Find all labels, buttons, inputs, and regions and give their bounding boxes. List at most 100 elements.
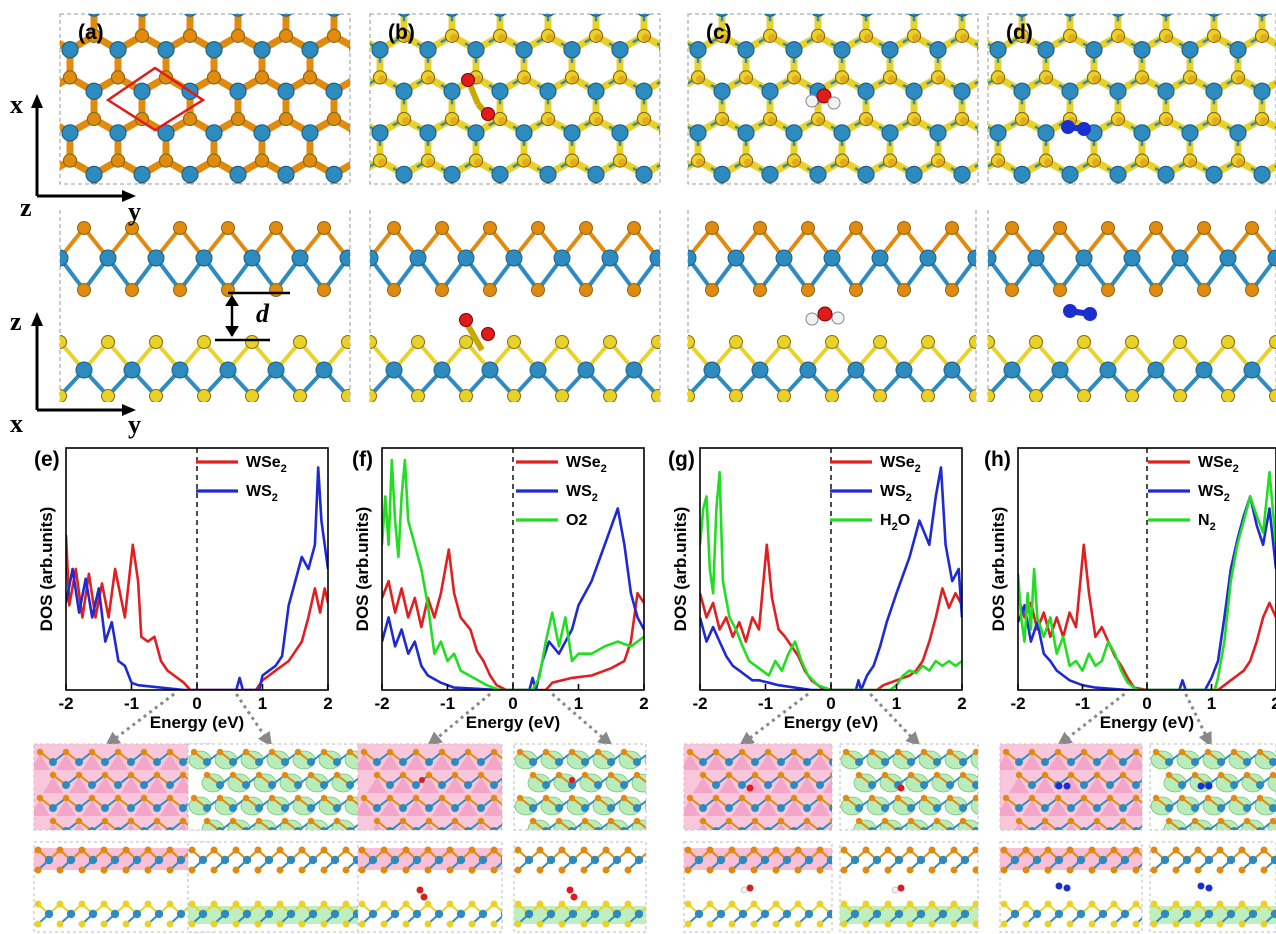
tungsten-atom: [395, 82, 413, 100]
selenium-atom: [764, 748, 772, 756]
tungsten-atom: [66, 855, 76, 865]
sulfur-atom: [350, 112, 363, 125]
bond: [650, 904, 661, 914]
tungsten-atom: [516, 208, 532, 224]
tungsten-atom: [153, 804, 161, 812]
selenium-atom: [292, 284, 305, 297]
selenium-atom: [63, 153, 77, 168]
tungsten-atom: [38, 83, 54, 99]
sulfur-atom: [1052, 196, 1065, 209]
selenium-atom: [868, 794, 876, 802]
tungsten-atom: [657, 910, 665, 918]
bond-hexagon: [938, 202, 986, 257]
isosurface-lobe: [432, 754, 452, 770]
isosurface-lobe: [810, 800, 830, 816]
tungsten-atom: [386, 827, 394, 830]
selenium-atom: [78, 846, 86, 854]
selenium-atom: [642, 200, 650, 208]
selenium-atom: [352, 71, 365, 84]
selenium-atom: [714, 159, 722, 167]
selenium-atom: [816, 748, 824, 756]
sulfur-atom: [634, 390, 647, 403]
tungsten-atom: [445, 14, 459, 17]
sulfur-atom: [758, 0, 771, 1]
bond-hexagon: [0, 0, 46, 50]
x-tick-label: -1: [440, 694, 455, 713]
bond-hexagon: [998, 0, 1046, 8]
bond-hexagon: [650, 202, 698, 257]
bond-hexagon: [380, 202, 428, 257]
tungsten-atom: [1205, 82, 1223, 100]
sulfur-atom: [662, 0, 675, 1]
tungsten-atom: [490, 827, 498, 830]
sulfur-atom: [1064, 196, 1077, 209]
isosurface-lobe: [147, 777, 167, 793]
selenium-atom: [144, 846, 152, 854]
selenium-atom: [868, 748, 876, 756]
selenium-atom: [451, 771, 459, 779]
sulfur-atom: [647, 901, 654, 908]
tungsten-atom: [1086, 208, 1102, 224]
tungsten-atom: [286, 909, 296, 919]
selenium-atom: [232, 866, 240, 874]
tungsten-atom: [1229, 41, 1247, 59]
tungsten-atom: [503, 804, 511, 812]
selenium-atom: [750, 866, 758, 874]
bond-hexagon: [524, 0, 572, 8]
bond-hexagon: [988, 159, 1024, 184]
sulfur-atom: [1232, 0, 1245, 1]
tungsten-atom: [738, 208, 754, 224]
tungsten-atom: [660, 208, 676, 224]
tungsten-atom: [738, 208, 754, 224]
bond-hexagon: [794, 0, 842, 8]
selenium-atom: [516, 748, 524, 756]
selenium-atom: [933, 771, 941, 779]
tungsten-atom: [443, 165, 461, 183]
bond-hexagon: [640, 161, 660, 184]
isosurface-lobe: [732, 800, 752, 816]
bond: [12, 258, 36, 290]
selenium-atom: [255, 70, 269, 85]
tungsten-atom: [905, 165, 923, 183]
bond-hexagon: [572, 202, 620, 257]
selenium-atom: [229, 817, 237, 825]
tungsten-atom: [14, 42, 30, 58]
x-tick-label: 0: [826, 694, 835, 713]
tungsten-atom: [399, 758, 407, 766]
selenium-atom: [672, 34, 680, 42]
tungsten-atom: [101, 804, 109, 812]
x-tick-label: -2: [692, 694, 707, 713]
tungsten-atom: [829, 758, 832, 766]
sulfur-atom: [1112, 196, 1125, 209]
tungsten-atom: [66, 909, 76, 919]
selenium-atom: [153, 817, 161, 825]
selenium-atom: [786, 117, 794, 125]
tungsten-atom: [491, 82, 509, 100]
sulfur-atom: [668, 29, 681, 42]
selenium-atom: [714, 75, 722, 83]
cell-boundary: [687, 13, 979, 185]
sulfur-atom: [688, 335, 695, 349]
tungsten-atom: [385, 361, 403, 379]
selenium-atom: [208, 0, 221, 1]
selenium-atom: [666, 159, 674, 167]
selenium-atom: [40, 29, 53, 42]
sulfur-atom: [1232, 0, 1245, 1]
tungsten-atom: [563, 41, 581, 59]
sulfur-atom: [422, 0, 435, 1]
selenium-atom: [738, 117, 746, 125]
selenium-atom: [242, 794, 250, 802]
tungsten-atom: [216, 781, 224, 789]
selenium-atom: [1245, 221, 1259, 235]
tungsten-atom: [929, 41, 947, 59]
selenium-atom: [328, 196, 341, 209]
sulfur-atom: [750, 900, 758, 908]
selenium-atom: [1044, 75, 1052, 84]
selenium-atom: [672, 34, 680, 42]
tungsten-atom: [346, 827, 354, 830]
tungsten-atom: [834, 208, 850, 224]
tungsten-atom: [1099, 361, 1117, 379]
tungsten-atom: [277, 165, 295, 183]
bond-hexagon: [310, 0, 358, 8]
